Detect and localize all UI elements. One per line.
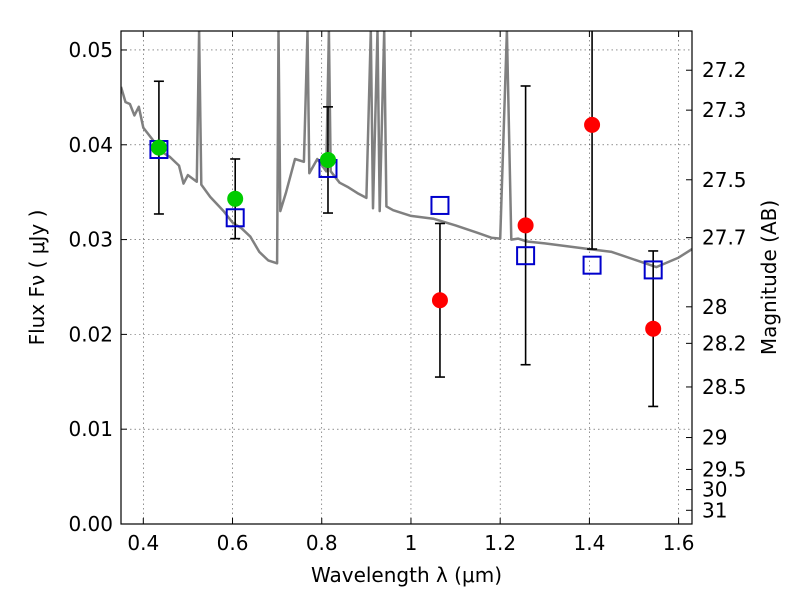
right-tick-label: 27.3: [702, 98, 747, 122]
right-tick-label: 27.5: [702, 168, 747, 192]
grid-lines: [121, 31, 692, 525]
right-tick-label: 31: [702, 498, 727, 522]
right-tick-label: 30: [702, 478, 727, 502]
model-square-marker: [225, 208, 245, 228]
model-square-marker: [643, 260, 663, 280]
model-spectrum-line: [121, 31, 692, 269]
model-spectrum-layer: [121, 31, 692, 269]
right-tick-label: 29: [702, 426, 727, 450]
y-tick-label: 0.02: [68, 322, 113, 346]
x-tick-label: 0.4: [127, 531, 159, 555]
right-tick-label: 28.2: [702, 331, 747, 355]
data-point-marker: [431, 292, 448, 309]
right-tick-label: 29.5: [702, 457, 747, 481]
markers-layer: [149, 116, 663, 337]
data-point-marker: [584, 116, 601, 133]
x-tick-label: 1.2: [484, 531, 516, 555]
x-tick-label: 1.4: [573, 531, 605, 555]
x-tick-label: 1.6: [663, 531, 695, 555]
x-tick-label: 0.6: [217, 531, 249, 555]
y-tick-label: 0.03: [68, 228, 113, 252]
right-tick-label: 28.5: [702, 375, 747, 399]
y-tick-label: 0.04: [68, 133, 113, 157]
y-axis-left: 0.00 0.01 0.02 0.03 0.04 0.05: [68, 38, 127, 536]
y-axis-title: Flux Fν ( μJy ): [25, 210, 49, 346]
x-tick-label: 0.8: [306, 531, 338, 555]
y-tick-label: 0.00: [68, 512, 113, 536]
y-tick-label: 0.01: [68, 417, 113, 441]
data-point-marker: [645, 320, 662, 337]
data-point-marker: [227, 190, 244, 207]
x-axis: 0.4 0.6 0.8 1 1.2 1.4 1.6: [127, 31, 695, 555]
x-tick-label: 1: [405, 531, 418, 555]
right-tick-label: 28: [702, 295, 727, 319]
data-point-marker: [150, 139, 167, 156]
y-axis-right-title: Magnitude (AB): [757, 200, 781, 355]
y-tick-label: 0.05: [68, 38, 113, 62]
data-point-marker: [517, 217, 534, 234]
model-square-marker: [582, 255, 602, 275]
model-square-marker: [516, 246, 536, 266]
plot-frame: [120, 30, 693, 525]
right-tick-label: 27.7: [702, 226, 747, 250]
model-square-marker: [430, 195, 450, 215]
data-point-marker: [319, 151, 336, 168]
x-axis-title: Wavelength λ (μm): [311, 563, 502, 587]
right-tick-label: 27.2: [702, 58, 747, 82]
